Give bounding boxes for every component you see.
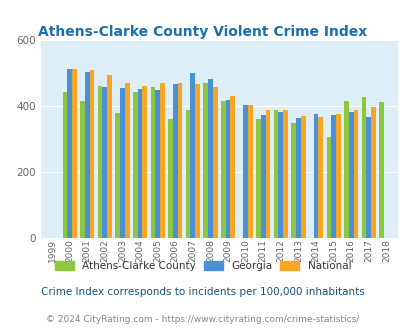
Bar — [80, 101, 85, 238]
Bar — [378, 102, 383, 238]
Bar — [330, 115, 335, 238]
Bar — [326, 137, 330, 238]
Bar — [283, 110, 287, 238]
Bar — [343, 101, 348, 238]
Text: Athens-Clarke County Violent Crime Index: Athens-Clarke County Violent Crime Index — [38, 25, 367, 39]
Bar — [177, 82, 182, 238]
Bar — [265, 110, 270, 238]
Bar — [260, 115, 265, 238]
Bar — [256, 119, 260, 238]
Bar — [335, 114, 340, 238]
Bar — [366, 117, 370, 238]
Bar — [72, 69, 77, 238]
Bar — [160, 82, 164, 238]
Bar — [168, 119, 173, 238]
Bar — [62, 92, 67, 238]
Bar — [370, 107, 375, 238]
Bar — [318, 117, 322, 238]
Text: © 2024 CityRating.com - https://www.cityrating.com/crime-statistics/: © 2024 CityRating.com - https://www.city… — [46, 315, 359, 324]
Bar — [278, 112, 283, 238]
Bar — [132, 92, 137, 238]
Bar — [120, 88, 124, 238]
Bar — [90, 70, 94, 238]
Bar — [212, 87, 217, 238]
Bar — [124, 82, 129, 238]
Bar — [195, 84, 200, 238]
Bar — [115, 113, 120, 238]
Bar — [300, 115, 305, 238]
Text: Crime Index corresponds to incidents per 100,000 inhabitants: Crime Index corresponds to incidents per… — [41, 287, 364, 297]
Bar — [67, 69, 72, 238]
Bar — [361, 97, 366, 238]
Bar — [155, 90, 160, 238]
Bar — [150, 87, 155, 238]
Bar — [273, 110, 278, 238]
Bar — [225, 100, 230, 238]
Bar — [247, 105, 252, 238]
Bar — [107, 75, 112, 238]
Bar — [348, 112, 353, 238]
Bar — [142, 86, 147, 238]
Bar — [137, 89, 142, 238]
Bar — [190, 73, 195, 238]
Bar — [295, 118, 300, 238]
Bar — [85, 72, 90, 238]
Bar — [313, 114, 318, 238]
Bar — [230, 96, 234, 238]
Bar — [185, 110, 190, 238]
Bar — [102, 87, 107, 238]
Bar — [203, 82, 207, 238]
Bar — [243, 105, 247, 238]
Bar — [353, 110, 358, 238]
Bar — [173, 84, 177, 238]
Bar — [291, 123, 295, 238]
Bar — [98, 86, 102, 238]
Bar — [220, 101, 225, 238]
Legend: Athens-Clarke County, Georgia, National: Athens-Clarke County, Georgia, National — [51, 258, 354, 274]
Bar — [207, 79, 212, 238]
